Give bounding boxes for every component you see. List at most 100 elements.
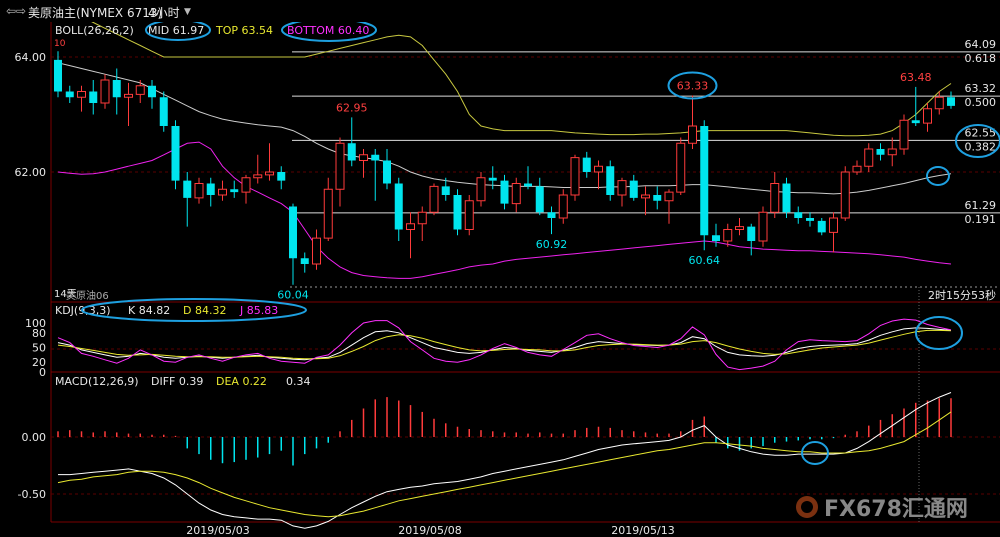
candle-body <box>194 183 204 199</box>
candle <box>394 177 403 241</box>
chart-toolbar: ⇦⇨ 美原油主(NYMEX 6713) 4小时 ▼ <box>0 0 1000 23</box>
period-selector[interactable]: 4小时 <box>148 6 180 20</box>
candle <box>441 177 450 201</box>
candle-body <box>864 148 874 167</box>
candle-body <box>323 188 333 239</box>
candle <box>782 177 791 218</box>
watermark-text: FX678汇通网 <box>824 497 968 522</box>
annotation-label: 60.04 <box>277 289 309 302</box>
x-axis-ticks: 2019/05/03 2019/05/08 2019/05/13 <box>186 524 674 537</box>
candle <box>277 166 286 190</box>
candle <box>265 143 274 181</box>
candle-body <box>723 229 733 242</box>
macd-tick-label: -0.50 <box>18 488 46 501</box>
date-tick-label: 2019/05/08 <box>398 524 461 537</box>
candle-body <box>782 183 791 213</box>
candle <box>524 166 532 190</box>
candle-body <box>488 177 497 181</box>
candle <box>923 103 932 132</box>
chevron-down-icon[interactable]: ▼ <box>184 7 191 17</box>
kdj-d-value: D 84.32 <box>183 304 226 317</box>
candle-body <box>124 93 133 98</box>
candle-body <box>383 160 391 184</box>
candle <box>794 206 803 224</box>
candle-body <box>441 186 450 195</box>
candle <box>347 117 356 167</box>
date-tick-label: 2019/05/13 <box>611 524 674 537</box>
symbol-title[interactable]: 美原油主(NYMEX 6713) <box>28 6 163 20</box>
price-tick-label: 62.00 <box>15 166 47 179</box>
highlight-boll-mid-circle <box>926 166 950 186</box>
kdj-tick-label: 50 <box>32 342 46 355</box>
candle <box>230 180 239 198</box>
highlight-macd-cross-circle <box>801 441 829 465</box>
highlight-382-circle <box>955 124 1000 158</box>
candle-body <box>347 143 356 161</box>
fib-level-ratio: 0.191 <box>965 213 997 226</box>
candle-body <box>277 172 286 181</box>
macd-name[interactable]: MACD(12,26,9) <box>55 375 139 388</box>
contract-label: 美原油06 <box>66 289 109 302</box>
candle <box>135 80 145 103</box>
candle-body <box>806 218 814 221</box>
kdj-tick-label: 100 <box>25 317 46 330</box>
price-tick-label: 64.00 <box>15 51 47 64</box>
candle <box>887 137 897 167</box>
candle-body <box>300 258 309 264</box>
candle <box>570 154 580 201</box>
candle <box>700 120 709 251</box>
candle <box>171 120 180 190</box>
candle <box>289 203 297 285</box>
candle-body <box>570 157 580 196</box>
arrow-left-right-icon[interactable]: ⇦⇨ <box>6 4 27 18</box>
candle <box>641 186 650 216</box>
boll-name[interactable]: BOLL(26,26,2) <box>55 24 134 37</box>
candle <box>558 189 568 224</box>
annotation-label: 60.92 <box>536 238 568 251</box>
candle-body <box>206 183 215 195</box>
candle <box>453 189 462 236</box>
candle <box>723 223 733 247</box>
candle <box>112 68 121 115</box>
candle <box>429 183 439 216</box>
candle <box>89 80 98 115</box>
candle-body <box>417 211 427 225</box>
candle-body <box>911 120 920 124</box>
candle-body <box>641 194 650 199</box>
candle <box>300 252 309 273</box>
candle-body <box>747 226 756 241</box>
candle <box>65 85 74 103</box>
candle-body <box>218 188 227 196</box>
candle <box>241 174 251 204</box>
candle-body <box>171 126 180 181</box>
candle <box>817 218 826 236</box>
candle-body <box>511 183 521 205</box>
candle-body <box>253 174 263 179</box>
candle <box>194 177 204 204</box>
candle <box>617 177 627 207</box>
candle-body <box>500 180 509 204</box>
candle <box>594 160 603 190</box>
candle-body <box>89 91 98 103</box>
candle <box>712 223 720 247</box>
candle <box>911 86 920 126</box>
kdj-k-value: K 84.82 <box>128 304 170 317</box>
candle <box>758 206 768 247</box>
candles-group <box>54 51 955 285</box>
candle <box>100 74 110 109</box>
candle-body <box>112 80 121 98</box>
boll-bottom-value: BOTTOM 60.40 <box>287 24 369 37</box>
candle-body <box>852 165 862 173</box>
candle-body <box>429 185 439 213</box>
candle <box>218 180 227 201</box>
kdj-tick-label: 80 <box>32 327 46 340</box>
candle-body <box>524 183 532 187</box>
macd-dea-value: DEA 0.22 <box>216 375 267 388</box>
highlight-bottom-circle <box>281 22 377 42</box>
candle <box>606 160 615 201</box>
candle <box>253 154 263 184</box>
candle-body <box>688 125 697 144</box>
highlight-kdj-end-circle <box>915 316 963 350</box>
candle-body <box>629 180 638 198</box>
candle-body <box>77 91 86 98</box>
